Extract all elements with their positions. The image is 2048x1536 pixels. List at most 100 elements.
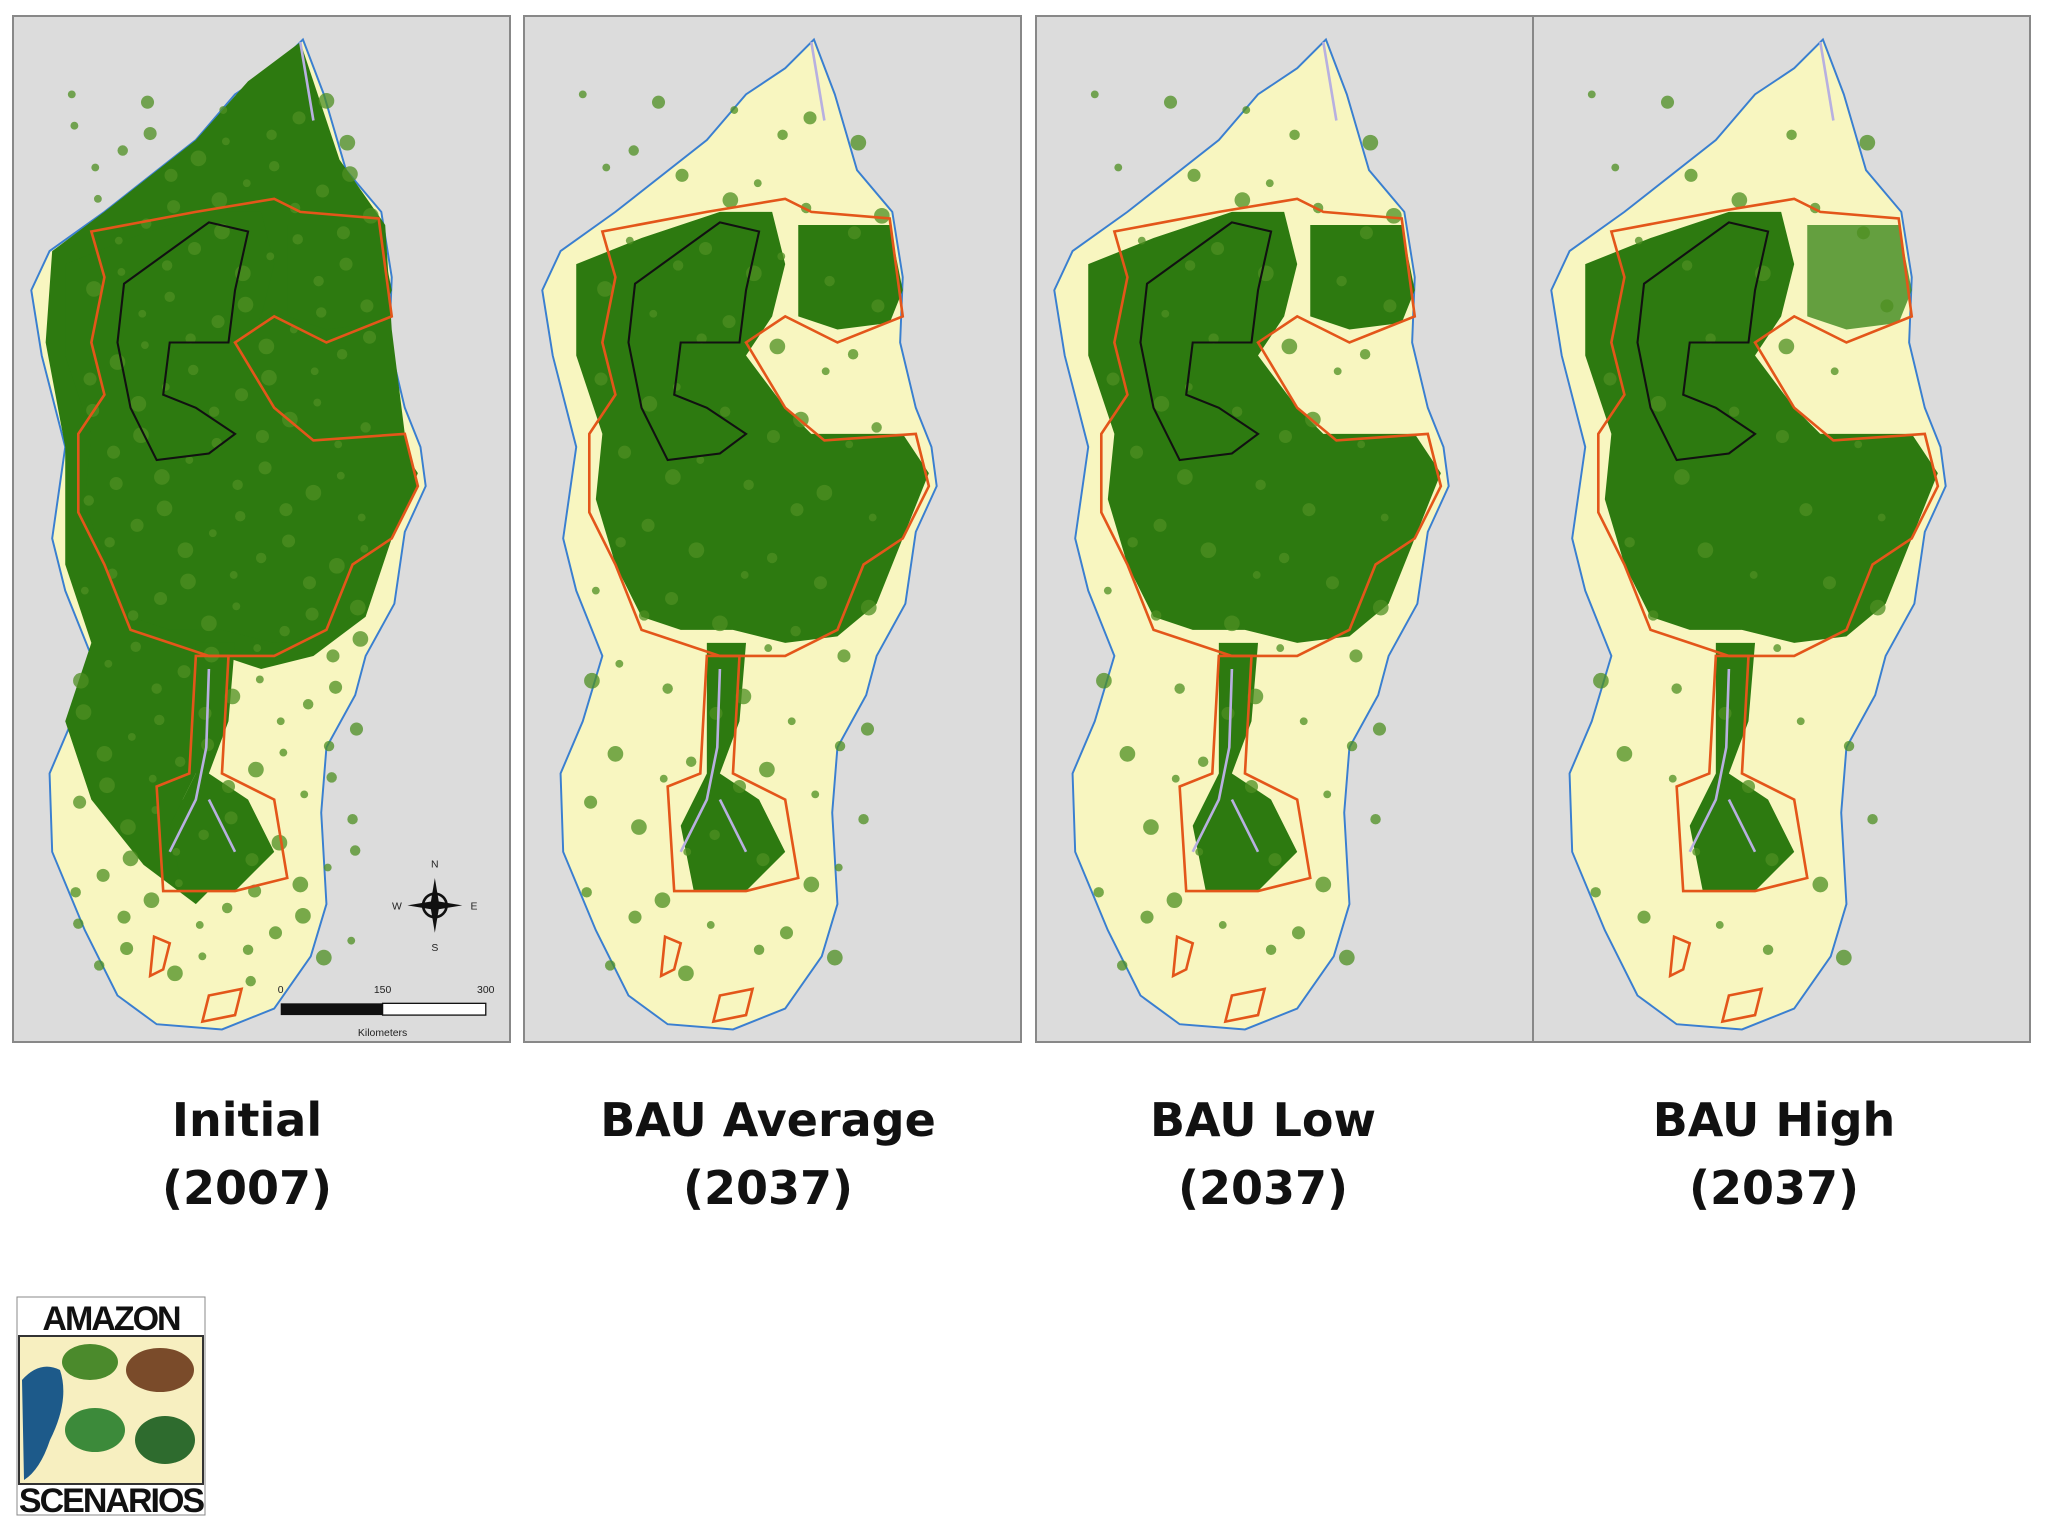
forest-patch bbox=[740, 571, 749, 579]
forest-patch bbox=[607, 746, 624, 762]
forest-patch bbox=[339, 257, 353, 271]
forest-patch bbox=[1281, 338, 1298, 355]
forest-patch bbox=[1705, 333, 1716, 344]
forest-patch bbox=[83, 372, 97, 386]
forest bbox=[798, 224, 903, 330]
forest-patch bbox=[1380, 513, 1389, 522]
forest-patch bbox=[1096, 672, 1112, 689]
forest-patch bbox=[232, 479, 243, 491]
logo-shape bbox=[65, 1408, 125, 1452]
forest-patch bbox=[1372, 599, 1389, 616]
forest-patch bbox=[73, 672, 89, 689]
forest-patch bbox=[1161, 309, 1170, 318]
forest-patch bbox=[1234, 192, 1251, 208]
logo-shape bbox=[62, 1344, 118, 1380]
forest-patch bbox=[1359, 226, 1373, 240]
forest-patch bbox=[242, 944, 254, 956]
forest-patch bbox=[1859, 134, 1876, 151]
protected-area bbox=[711, 987, 755, 1024]
forest-patch bbox=[349, 722, 364, 736]
forest-patch bbox=[1796, 717, 1805, 726]
forest-patch bbox=[1765, 853, 1779, 867]
forest-patch bbox=[198, 829, 209, 841]
forest-patch bbox=[1799, 503, 1813, 517]
forest-patch bbox=[1208, 333, 1219, 344]
forest-patch bbox=[295, 907, 311, 924]
forest-patch bbox=[1692, 847, 1701, 856]
forest-patch bbox=[871, 299, 885, 313]
forest-patch bbox=[198, 706, 212, 720]
forest-patch bbox=[722, 315, 736, 329]
forest-patch bbox=[164, 291, 175, 303]
forest-patch bbox=[1174, 683, 1185, 694]
forest-patch bbox=[735, 688, 752, 705]
forest-patch bbox=[235, 388, 249, 402]
river bbox=[1688, 41, 1835, 853]
river bbox=[1191, 41, 1338, 853]
forest-patch bbox=[847, 226, 861, 240]
forest-patch bbox=[221, 902, 233, 914]
forest-patch bbox=[117, 910, 131, 924]
forest-patch bbox=[631, 819, 647, 835]
forest-patch bbox=[1299, 717, 1308, 726]
forest-patch bbox=[120, 941, 134, 956]
forest-patch bbox=[756, 853, 770, 867]
forest-patch bbox=[678, 965, 694, 982]
forest-patch bbox=[83, 495, 94, 506]
forest-patch bbox=[235, 510, 246, 522]
forest-patch bbox=[154, 469, 170, 485]
forest-patch bbox=[266, 252, 275, 261]
forest-patch bbox=[292, 111, 306, 125]
forest-patch bbox=[1362, 134, 1379, 151]
forest-patch bbox=[1668, 774, 1677, 783]
forest-patch bbox=[1302, 503, 1316, 517]
forest-patch bbox=[268, 926, 283, 940]
forest-patch bbox=[180, 573, 196, 590]
forest-patch bbox=[628, 910, 642, 924]
forest-patch bbox=[117, 145, 128, 156]
forest-patch bbox=[1603, 372, 1617, 386]
protected-area bbox=[1675, 654, 1809, 893]
forest-patch bbox=[615, 659, 624, 668]
forest-patch bbox=[1278, 552, 1290, 564]
forest-patch bbox=[683, 847, 692, 856]
panel-caption: (2037) bbox=[1178, 1161, 1348, 1215]
forest-patch bbox=[1624, 537, 1635, 548]
scale-bar: 0 150 300 Kilometers bbox=[278, 985, 495, 1039]
forest-patch bbox=[850, 134, 867, 151]
logo-bottom: SCENARIOS bbox=[19, 1482, 204, 1520]
forest-patch bbox=[719, 406, 731, 417]
forest-patch bbox=[255, 552, 267, 564]
forest-patch bbox=[709, 829, 720, 841]
forest-patch bbox=[326, 772, 337, 783]
forest-patch bbox=[641, 518, 655, 532]
forest-patch bbox=[282, 534, 296, 548]
forest-patch bbox=[326, 649, 340, 663]
forest-patch bbox=[1106, 372, 1120, 386]
forest-patch bbox=[709, 706, 723, 720]
forest-patch bbox=[315, 949, 332, 966]
forest-patch bbox=[188, 364, 199, 376]
forest-patch bbox=[1276, 644, 1285, 653]
forest-patch bbox=[1163, 95, 1178, 109]
forest-patch bbox=[618, 445, 632, 459]
forest-patch bbox=[154, 591, 168, 606]
forest-patch bbox=[803, 876, 820, 893]
forest-patch bbox=[1741, 780, 1756, 794]
forest-patch bbox=[672, 260, 684, 271]
protected-area bbox=[587, 197, 931, 658]
forest-patch bbox=[360, 544, 369, 553]
protected-area bbox=[1099, 197, 1443, 658]
forest-patch bbox=[279, 625, 290, 637]
forest-patch bbox=[1674, 469, 1690, 485]
forest-patch bbox=[211, 315, 225, 329]
map bbox=[30, 37, 427, 1031]
map bbox=[541, 37, 938, 1031]
forest-patch bbox=[1221, 706, 1235, 720]
protected-area bbox=[659, 934, 683, 979]
forest-patch bbox=[148, 774, 157, 783]
forest-patch bbox=[151, 683, 162, 694]
compass-s: S bbox=[431, 943, 438, 954]
forest-patch bbox=[1291, 926, 1306, 940]
forest-patch bbox=[1268, 853, 1282, 867]
